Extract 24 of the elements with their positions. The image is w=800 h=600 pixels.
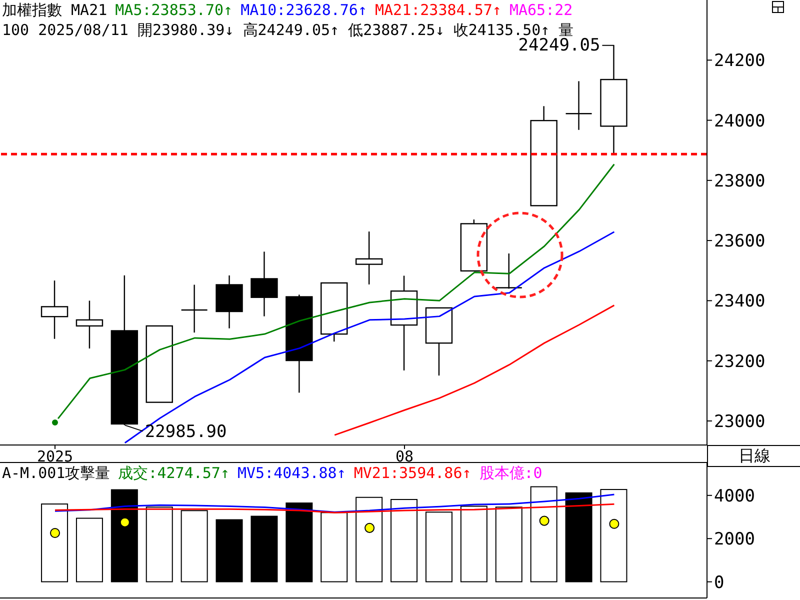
y-tick-label: 23200 [714,352,766,372]
annotation: 股本億:0 [479,464,542,482]
text: MA21:23384.57↑ [375,1,502,19]
annotation: 22985.90 [144,422,227,442]
y-tick-label: 23400 [714,292,766,312]
y-tick-label: 24000 [714,111,766,132]
annotation: MA65:22 [509,1,573,19]
y-tick-label: 2000 [714,530,755,550]
y-tick-label: 23800 [714,171,766,192]
text: 日線 [707,445,800,467]
series-label: 成交:4274.57↑ [118,464,230,482]
y-tick-label: 24200 [714,51,766,72]
series-label: MV5:4043.88↑ [238,464,346,482]
y-tick-label: 0 [714,572,724,593]
y-tick-label: 4000 [714,486,755,506]
text: MA10:23628.76↑ [240,1,367,19]
x-tick-label: 08 [395,448,414,466]
series-label: MV21:3594.86↑ [354,464,472,482]
text: MA5:23853.70↑ [115,1,233,19]
chart-title: A-M.001攻擊量 [2,464,110,482]
x-tick-label: 2025 [36,448,74,466]
y-tick-label: 23000 [714,412,766,432]
chart-title: 加權指數 MA21 [2,1,108,19]
y-tick-label: 23600 [714,232,766,252]
